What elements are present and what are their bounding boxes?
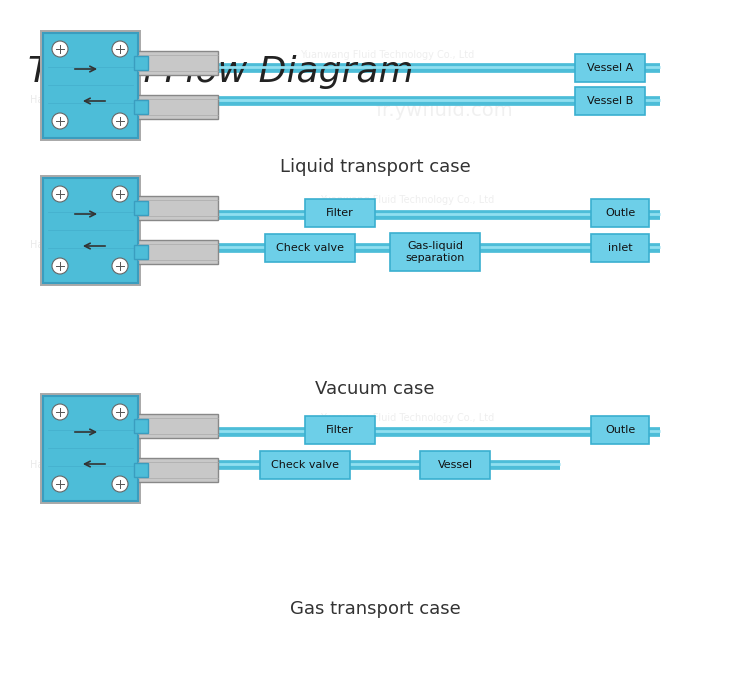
Circle shape (52, 476, 68, 492)
Text: Outle: Outle (604, 425, 635, 435)
FancyBboxPatch shape (43, 178, 137, 283)
FancyBboxPatch shape (420, 451, 490, 479)
FancyBboxPatch shape (265, 234, 355, 262)
Text: Vessel A: Vessel A (586, 63, 633, 73)
FancyBboxPatch shape (40, 174, 140, 285)
FancyBboxPatch shape (390, 233, 480, 271)
Text: Filter: Filter (326, 208, 354, 218)
Text: Vessel B: Vessel B (586, 96, 633, 106)
Text: Typical Flow Diagram: Typical Flow Diagram (28, 55, 414, 89)
Text: Vessel: Vessel (437, 460, 472, 470)
Text: Yuanwang Fluid Technology Co., Ltd: Yuanwang Fluid Technology Co., Ltd (320, 195, 494, 205)
Text: Gas-liquid
separation: Gas-liquid separation (405, 241, 465, 263)
FancyBboxPatch shape (134, 245, 148, 259)
Circle shape (52, 258, 68, 274)
Text: Outle: Outle (604, 208, 635, 218)
FancyBboxPatch shape (137, 196, 218, 220)
FancyBboxPatch shape (260, 451, 350, 479)
FancyBboxPatch shape (137, 95, 218, 119)
FancyBboxPatch shape (137, 458, 218, 482)
FancyBboxPatch shape (591, 416, 649, 444)
FancyBboxPatch shape (134, 463, 148, 477)
FancyBboxPatch shape (137, 51, 218, 75)
Circle shape (112, 186, 128, 202)
Text: Yuanwang Fluid Technology Co., Ltd: Yuanwang Fluid Technology Co., Ltd (300, 50, 474, 60)
Circle shape (112, 476, 128, 492)
FancyBboxPatch shape (43, 33, 137, 137)
FancyBboxPatch shape (40, 393, 140, 503)
FancyBboxPatch shape (575, 87, 645, 115)
Text: Hangzhou: Hangzhou (30, 95, 80, 105)
FancyBboxPatch shape (575, 54, 645, 82)
Circle shape (112, 41, 128, 57)
Text: Vacuum case: Vacuum case (315, 380, 435, 398)
Text: fr.ywfluid.com: fr.ywfluid.com (375, 100, 513, 120)
FancyBboxPatch shape (134, 201, 148, 215)
Text: Check valve: Check valve (276, 243, 344, 253)
Text: Hangzhou: Hangzhou (30, 240, 80, 250)
Text: Yuanwang Fluid Technology Co., Ltd: Yuanwang Fluid Technology Co., Ltd (320, 413, 494, 423)
Text: inlet: inlet (608, 243, 632, 253)
Circle shape (52, 186, 68, 202)
Text: Gas transport case: Gas transport case (290, 600, 460, 618)
Text: Hangzhou: Hangzhou (30, 460, 80, 470)
Text: Check valve: Check valve (271, 460, 339, 470)
FancyBboxPatch shape (43, 395, 137, 501)
FancyBboxPatch shape (134, 419, 148, 433)
Circle shape (52, 113, 68, 129)
FancyBboxPatch shape (134, 56, 148, 70)
FancyBboxPatch shape (591, 234, 649, 262)
Circle shape (112, 258, 128, 274)
FancyBboxPatch shape (305, 199, 375, 227)
Circle shape (112, 404, 128, 420)
Circle shape (112, 113, 128, 129)
FancyBboxPatch shape (137, 240, 218, 264)
FancyBboxPatch shape (305, 416, 375, 444)
FancyBboxPatch shape (591, 199, 649, 227)
FancyBboxPatch shape (40, 29, 140, 141)
Circle shape (52, 41, 68, 57)
Text: Filter: Filter (326, 425, 354, 435)
Text: Liquid transport case: Liquid transport case (280, 158, 470, 176)
FancyBboxPatch shape (134, 100, 148, 114)
Circle shape (52, 404, 68, 420)
FancyBboxPatch shape (137, 414, 218, 438)
